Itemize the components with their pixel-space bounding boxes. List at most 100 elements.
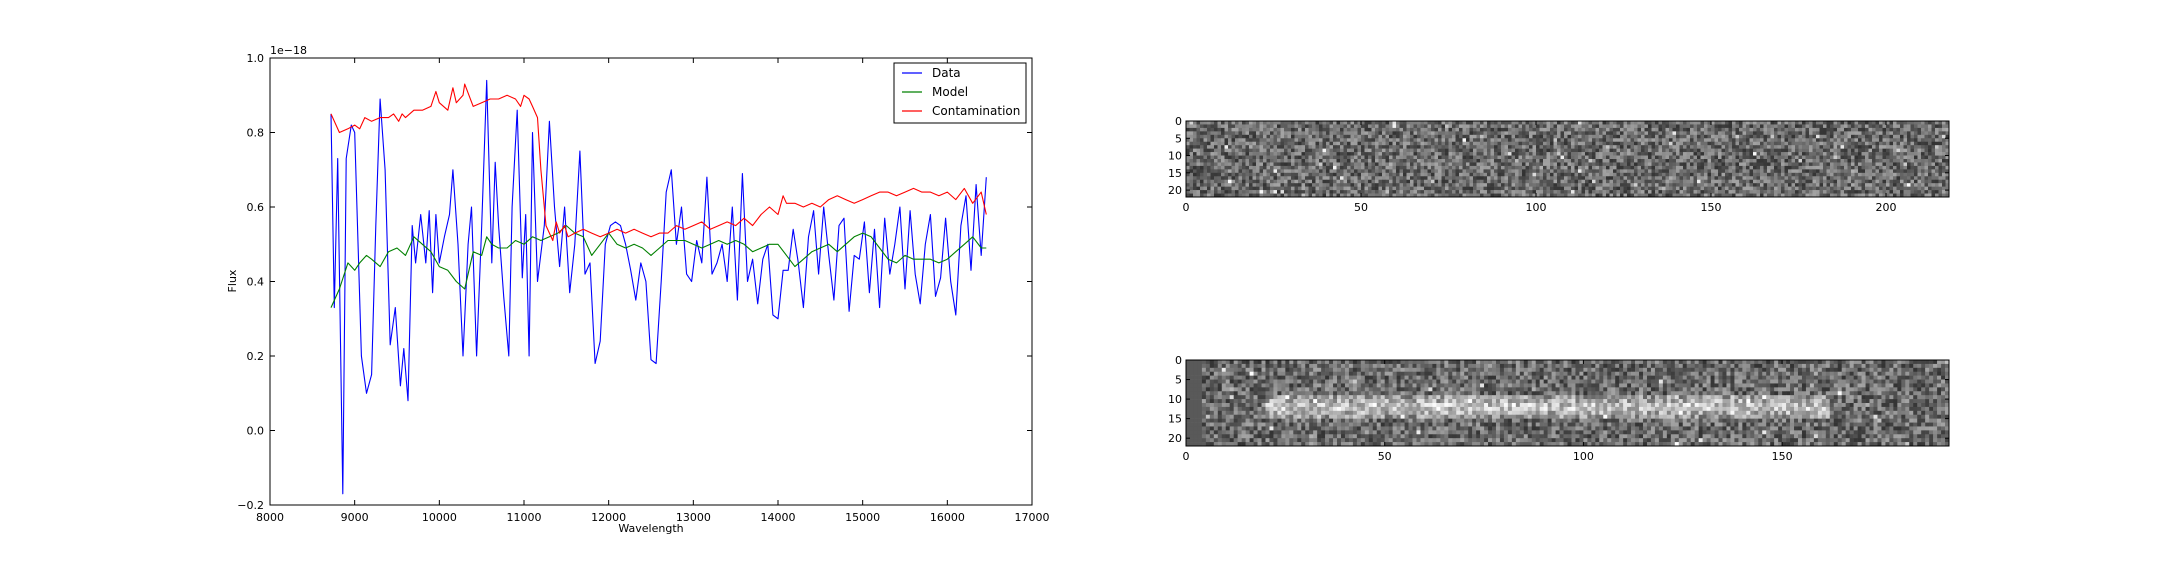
image-pixel <box>1203 179 1208 184</box>
image-pixel <box>1833 145 1838 149</box>
image-pixel <box>1718 124 1722 129</box>
image-pixel <box>1679 127 1684 132</box>
image-pixel <box>1679 121 1684 125</box>
image-pixel <box>1585 183 1589 187</box>
image-pixel <box>1910 127 1915 132</box>
image-pixel <box>1522 134 1526 139</box>
image-pixel <box>1567 169 1572 174</box>
image-pixel <box>1532 155 1537 160</box>
image-pixel <box>1756 131 1761 136</box>
image-pixel <box>1319 186 1323 191</box>
image-pixel <box>1308 138 1313 143</box>
image-pixel <box>1382 193 1386 198</box>
image-pixel <box>1672 186 1677 191</box>
image-pixel <box>1305 145 1309 149</box>
image-pixel <box>1515 179 1519 184</box>
image-pixel <box>1273 121 1278 125</box>
image-pixel <box>1777 145 1782 149</box>
image-pixel <box>1207 124 1211 129</box>
image-pixel <box>1277 162 1281 167</box>
image-pixel <box>1756 134 1761 139</box>
image-pixel <box>1746 159 1750 163</box>
image-pixel <box>1214 155 1218 160</box>
image-pixel <box>1627 183 1631 187</box>
image-pixel <box>1301 155 1306 160</box>
image-pixel <box>1210 155 1215 160</box>
image-pixel <box>1907 176 1911 181</box>
image-pixel <box>1777 138 1782 143</box>
image-pixel <box>1886 165 1890 170</box>
image-pixel <box>1235 155 1239 160</box>
image-pixel <box>1721 124 1726 129</box>
image-pixel <box>1707 176 1712 181</box>
image-pixel <box>1774 169 1778 174</box>
image-pixel <box>1721 159 1726 163</box>
image-pixel <box>1763 176 1768 181</box>
image-pixel <box>1564 124 1568 129</box>
image-pixel <box>1301 186 1306 191</box>
image-pixel <box>1571 152 1575 156</box>
image-pixel <box>1945 165 1950 170</box>
image-pixel <box>1539 193 1544 198</box>
image-pixel <box>1928 169 1932 174</box>
image-pixel <box>1480 162 1484 167</box>
legend-label-model: Model <box>932 85 968 99</box>
image-pixel <box>1389 162 1393 167</box>
image-pixel <box>1497 145 1502 149</box>
image-pixel <box>1676 162 1680 167</box>
image-pixel <box>1490 131 1495 136</box>
image-pixel <box>1343 131 1348 136</box>
image-pixel <box>1298 148 1302 153</box>
image-pixel <box>1602 172 1607 177</box>
image-pixel <box>1742 148 1747 153</box>
image-pixel <box>1361 121 1365 125</box>
image-pixel <box>1588 148 1593 153</box>
image-pixel <box>1336 141 1341 146</box>
image-pixel <box>1221 121 1225 125</box>
image-pixel <box>1448 193 1453 198</box>
image-pixel <box>1319 193 1323 198</box>
image-pixel <box>1469 172 1474 177</box>
image-pixel <box>1256 127 1260 132</box>
image-pixel <box>1746 138 1750 143</box>
image-pixel <box>1305 165 1309 170</box>
image-pixel <box>1343 148 1348 153</box>
image-pixel <box>1879 148 1883 153</box>
image-pixel <box>1462 162 1467 167</box>
image-pixel <box>1816 131 1820 136</box>
image-pixel <box>1746 131 1750 136</box>
image-pixel <box>1788 193 1792 198</box>
image-pixel <box>1809 165 1813 170</box>
image-pixel <box>1581 169 1586 174</box>
image-pixel <box>1424 127 1428 132</box>
image-pixel <box>1266 186 1271 191</box>
image-pixel <box>1252 190 1257 194</box>
image-pixel <box>1707 138 1712 143</box>
image-pixel <box>1592 186 1596 191</box>
image-pixel <box>1819 121 1824 125</box>
image-pixel <box>1270 145 1274 149</box>
image-pixel <box>1718 169 1722 174</box>
image-pixel <box>1655 159 1659 163</box>
image-pixel <box>1420 183 1425 187</box>
image-pixel <box>1725 152 1729 156</box>
image-pixel <box>1504 148 1509 153</box>
image-pixel <box>1515 162 1519 167</box>
image-pixel <box>1728 124 1733 129</box>
image-pixel <box>1935 152 1939 156</box>
image-pixel <box>1515 134 1519 139</box>
image-pixel <box>1865 121 1869 125</box>
image-pixel <box>1495 360 1501 365</box>
image-pixel <box>1277 121 1281 125</box>
image-pixel <box>1644 148 1649 153</box>
image-pixel <box>1823 165 1827 170</box>
image-pixel <box>1378 141 1383 146</box>
image-pixel <box>1704 172 1708 177</box>
y-tick-label: 0.4 <box>247 276 265 289</box>
image-pixel <box>1242 141 1246 146</box>
image-pixel <box>1942 183 1946 187</box>
image-pixel <box>1823 162 1827 167</box>
image-pixel <box>1200 176 1204 181</box>
